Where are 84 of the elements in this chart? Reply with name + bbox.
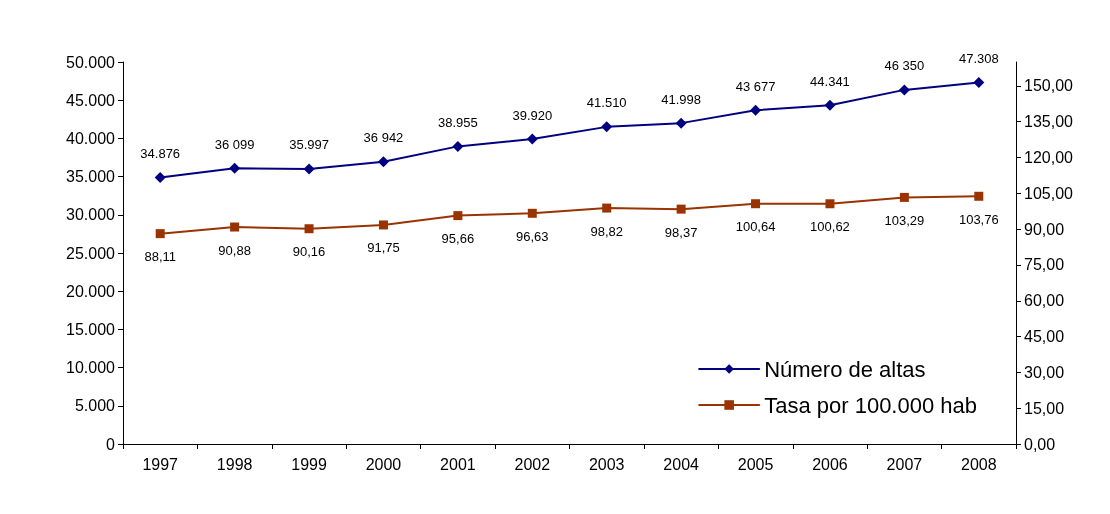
x-tick-label: 2006 (812, 455, 848, 473)
data-label: 95,66 (441, 231, 475, 247)
y2-tick-label: 135,00 (1024, 113, 1074, 131)
point (750, 104, 762, 116)
data-label: 35.997 (289, 137, 329, 153)
y-tick-label: 10.000 (66, 359, 116, 377)
y-tick-label: 15.000 (66, 320, 116, 338)
point (155, 229, 165, 239)
data-label: 88,11 (144, 249, 176, 265)
legend-label: Tasa por 100.000 hab (764, 392, 978, 418)
point (824, 99, 836, 111)
x-tick-label: 1998 (216, 455, 253, 473)
y-tick-label: 30.000 (66, 206, 116, 224)
y2-tick-label: 30,00 (1024, 363, 1065, 381)
data-label: 47.308 (958, 51, 999, 67)
data-label: 98,37 (664, 224, 698, 240)
y2-tick-label: 120,00 (1024, 149, 1074, 166)
x-tick-label: 1997 (142, 455, 179, 473)
y2-tick-label: 75,00 (1024, 256, 1065, 274)
y-tick-label: 45.000 (66, 91, 116, 109)
point (898, 84, 910, 96)
data-label: 91,75 (367, 240, 400, 256)
y2-tick-label: 60,00 (1024, 292, 1065, 310)
y2-tick-label: 150,00 (1024, 77, 1074, 95)
point (676, 204, 686, 214)
point (527, 208, 537, 218)
x-tick-label: 2007 (886, 455, 923, 473)
point (974, 191, 984, 201)
data-label: 100,62 (810, 219, 850, 235)
point (825, 199, 835, 209)
point (452, 140, 464, 152)
data-label: 98,82 (590, 223, 623, 239)
point (229, 162, 241, 174)
point (377, 156, 389, 168)
data-label: 44.341 (810, 73, 850, 89)
point (154, 172, 166, 184)
point (378, 220, 388, 230)
data-label: 36 942 (363, 130, 404, 146)
y-tick-label: 0 (106, 435, 116, 453)
data-label: 34.876 (140, 146, 181, 162)
data-label: 41.510 (586, 95, 627, 111)
x-tick-label: 1999 (291, 455, 327, 473)
y2-tick-label: 15,00 (1024, 399, 1065, 417)
y2-tick-label: 45,00 (1024, 328, 1065, 346)
legend-label: Número de altas (764, 356, 926, 382)
y2-tick-label: 105,00 (1024, 184, 1074, 202)
y-tick-label: 50.000 (66, 53, 116, 71)
data-label: 46 350 (884, 58, 925, 74)
data-label: 90,88 (218, 242, 251, 258)
x-tick-label: 2004 (663, 455, 700, 473)
data-label: 43 677 (735, 78, 776, 94)
data-label: 103,29 (884, 212, 925, 228)
point (526, 133, 538, 145)
point (973, 77, 985, 89)
y-tick-label: 5.000 (74, 397, 116, 415)
data-label: 103,76 (958, 211, 999, 227)
point (303, 163, 315, 175)
x-tick-label: 2008 (960, 455, 997, 473)
point (230, 222, 240, 232)
point (453, 211, 463, 221)
point (751, 199, 761, 209)
y-tick-label: 25.000 (66, 244, 116, 262)
data-label: 41.998 (661, 91, 702, 107)
data-label: 100,64 (735, 219, 776, 235)
y2-tick-label: 90,00 (1024, 220, 1065, 238)
y-tick-label: 35.000 (66, 168, 116, 186)
x-tick-label: 2003 (588, 455, 625, 473)
point (602, 203, 612, 213)
point (899, 192, 909, 202)
point (304, 224, 314, 234)
y-tick-label: 20.000 (66, 282, 116, 300)
point (601, 121, 613, 133)
data-label: 38.955 (437, 114, 478, 130)
data-label: 96,63 (516, 228, 549, 244)
x-tick-label: 2001 (440, 455, 476, 473)
data-label: 90,16 (292, 244, 326, 260)
x-tick-label: 2005 (737, 455, 774, 473)
y2-tick-label: 0,00 (1024, 435, 1056, 453)
point (675, 117, 687, 129)
data-label: 39.920 (512, 107, 553, 123)
y-tick-label: 40.000 (66, 129, 116, 147)
x-tick-label: 2002 (514, 455, 551, 473)
x-tick-label: 2000 (365, 455, 402, 473)
data-label: 36 099 (214, 136, 255, 152)
